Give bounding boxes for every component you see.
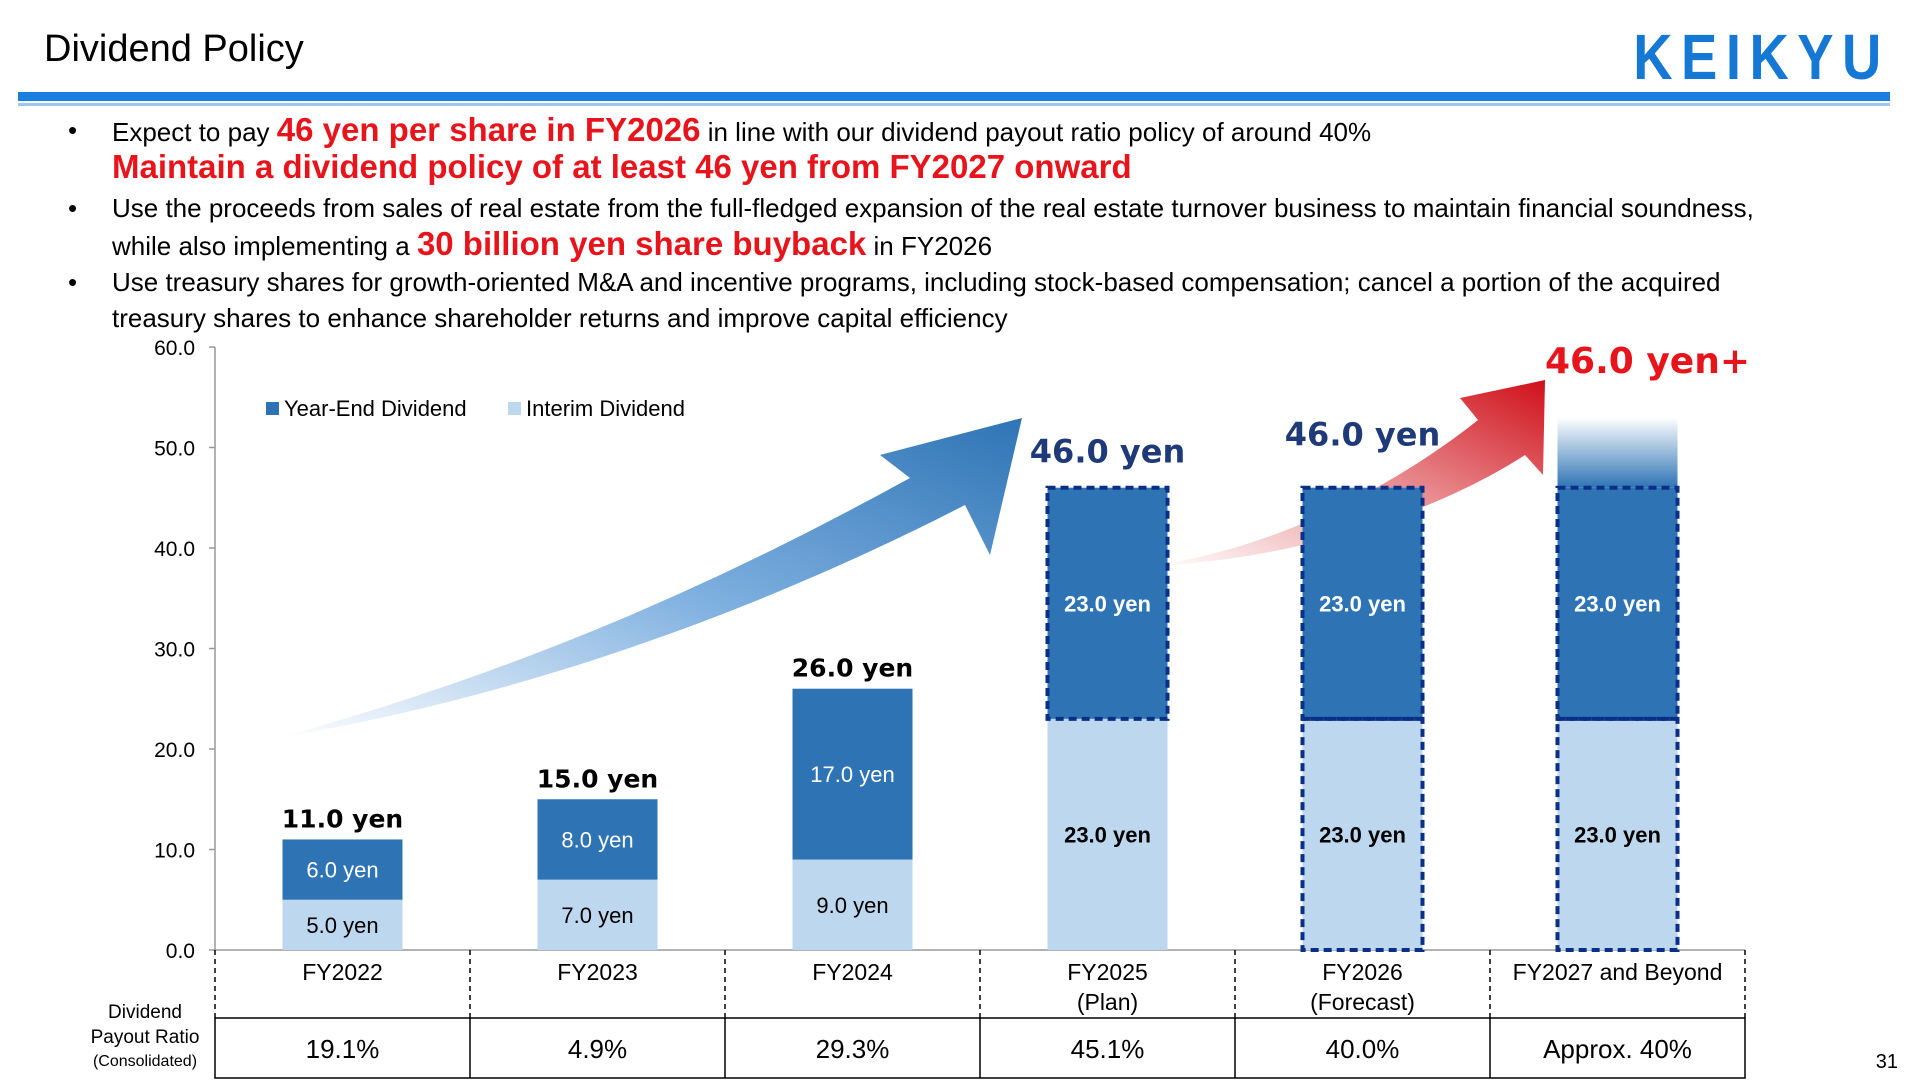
bullet-item: • Expect to pay 46 yen per share in FY20… (68, 112, 1908, 150)
x-tick-label: FY2026 (1322, 959, 1403, 985)
interim-value-label: 9.0 yen (816, 893, 888, 918)
bar-year-end-outline (1300, 485, 1425, 721)
payout-ratio-label: Dividend (108, 1002, 182, 1023)
legend-swatch (508, 402, 521, 415)
header-rule (18, 92, 1890, 101)
upside-fade-bar (1557, 417, 1678, 488)
payout-ratio-value: 19.1% (306, 1034, 380, 1064)
bullet-text: in FY2026 (866, 231, 993, 261)
payout-ratio-value: 45.1% (1071, 1034, 1145, 1064)
legend-label: Year-End Dividend (284, 396, 467, 421)
bullet-continuation: while also implementing a 30 billion yen… (68, 226, 1908, 264)
year-end-value-label: 8.0 yen (561, 827, 633, 852)
bar-year-end (1557, 487, 1678, 719)
bar-interim (1302, 718, 1423, 950)
bullet-text: while also implementing a (112, 231, 417, 261)
bar-year-end (282, 839, 403, 900)
bullet-continuation: treasury shares to enhance shareholder r… (68, 300, 1908, 336)
total-value-label: 46.0 yen (1285, 415, 1440, 453)
bullet-highlight: 30 billion yen share buyback (416, 225, 867, 262)
y-tick-label: 60.0 (154, 337, 195, 360)
bullet-dot-icon: • (68, 115, 78, 145)
bullet-continuation: Maintain a dividend policy of at least 4… (68, 150, 1908, 186)
y-tick-label: 40.0 (154, 538, 195, 561)
bar-interim (1047, 718, 1168, 950)
bullet-dot-icon: • (68, 193, 78, 223)
total-value-label: 46.0 yen+ (1545, 341, 1750, 382)
keikyu-logo: KEIKYU (1633, 21, 1890, 93)
total-value-label: 46.0 yen (1030, 433, 1185, 471)
payout-ratio-label: Payout Ratio (91, 1027, 200, 1048)
year-end-value-label: 23.0 yen (1574, 591, 1661, 616)
x-tick-label: FY2022 (302, 959, 383, 985)
interim-value-label: 23.0 yen (1064, 822, 1151, 847)
year-end-value-label: 23.0 yen (1064, 591, 1151, 616)
year-end-value-label: 17.0 yen (810, 762, 894, 787)
total-value-label: 11.0 yen (282, 804, 403, 833)
y-tick-label: 10.0 (154, 840, 195, 863)
bullet-list: • Expect to pay 46 yen per share in FY20… (68, 112, 1908, 336)
bullet-highlight: Maintain a dividend policy of at least 4… (112, 148, 1132, 185)
interim-value-label: 7.0 yen (561, 903, 633, 928)
y-tick-label: 50.0 (154, 438, 195, 461)
payout-ratio-value: 40.0% (1326, 1034, 1400, 1064)
growth-arrow-icon (278, 418, 1022, 738)
y-tick-label: 20.0 (154, 739, 195, 762)
legend-swatch (266, 402, 279, 415)
x-tick-label: (Plan) (1077, 989, 1138, 1015)
bar-interim (792, 859, 913, 950)
page-title: Dividend Policy (44, 28, 304, 70)
header-rule-light (18, 103, 1890, 106)
bullet-highlight: 46 yen per share in FY2026 (276, 111, 701, 148)
x-tick-label: FY2024 (812, 959, 893, 985)
bar-year-end (792, 688, 913, 860)
bar-year-end-outline (1045, 485, 1170, 721)
bar-interim (537, 879, 658, 950)
bar-interim (1557, 718, 1678, 950)
page-number: 31 (1875, 1051, 1898, 1073)
bullet-item: • Use the proceeds from sales of real es… (68, 190, 1908, 226)
bullet-dot-icon: • (68, 267, 78, 297)
x-tick-label: FY2023 (557, 959, 638, 985)
y-tick-label: 30.0 (154, 639, 195, 662)
bullet-text: in line with our dividend payout ratio p… (700, 117, 1372, 147)
interim-value-label: 23.0 yen (1574, 822, 1661, 847)
bar-year-end (537, 799, 658, 880)
payout-ratio-label: (Consolidated) (93, 1053, 197, 1070)
bar-year-end (1302, 487, 1423, 719)
bar-interim (282, 899, 403, 950)
year-end-value-label: 23.0 yen (1319, 591, 1406, 616)
bar-interim-outline (1555, 716, 1680, 952)
payout-ratio-value: 4.9% (568, 1034, 627, 1064)
bar-year-end-outline (1555, 485, 1680, 721)
year-end-value-label: 6.0 yen (306, 858, 378, 883)
bullet-text: Use treasury shares for growth-oriented … (112, 267, 1721, 297)
interim-value-label: 23.0 yen (1319, 822, 1406, 847)
bullet-item: • Use treasury shares for growth-oriente… (68, 264, 1908, 300)
y-tick-label: 0.0 (166, 940, 195, 963)
legend-label: Interim Dividend (526, 396, 685, 421)
interim-value-label: 5.0 yen (306, 913, 378, 938)
total-value-label: 15.0 yen (537, 764, 658, 793)
x-tick-label: FY2025 (1067, 959, 1148, 985)
x-tick-label: (Forecast) (1310, 989, 1415, 1015)
bar-interim-outline (1300, 716, 1425, 952)
bullet-text: treasury shares to enhance shareholder r… (112, 303, 1008, 333)
x-tick-label: FY2027 and Beyond (1513, 959, 1723, 985)
bar-year-end (1047, 487, 1168, 719)
payout-ratio-value: Approx. 40% (1543, 1034, 1692, 1064)
payout-ratio-value: 29.3% (816, 1034, 890, 1064)
bullet-text: Expect to pay (112, 117, 277, 147)
total-value-label: 26.0 yen (792, 654, 913, 683)
bullet-text: Use the proceeds from sales of real esta… (112, 193, 1754, 223)
